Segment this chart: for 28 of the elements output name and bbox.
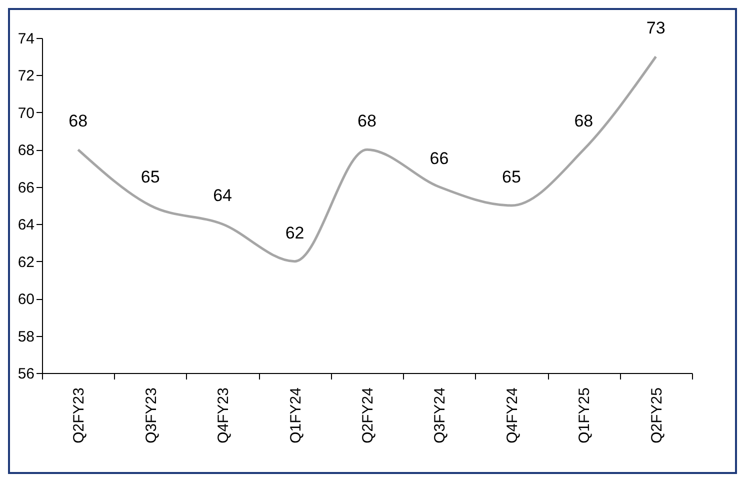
x-tick-label: Q2FY23: [70, 388, 88, 444]
x-tick-label: Q1FY24: [287, 388, 304, 444]
x-tick-label: Q4FY23: [215, 388, 232, 444]
x-tick-label: Q3FY24: [432, 388, 449, 444]
y-tick-label: 66: [18, 179, 34, 196]
y-tick-label: 56: [18, 366, 34, 382]
x-tick-label: Q2FY24: [360, 388, 376, 444]
data-label: 66: [430, 148, 449, 168]
data-label: 68: [358, 112, 376, 131]
data-label: 68: [574, 112, 594, 131]
y-tick-label: 62: [18, 254, 34, 271]
x-tick-label: Q4FY24: [504, 388, 521, 444]
y-tick-label: 72: [18, 68, 34, 85]
data-label: 73: [646, 18, 666, 38]
x-tick-label: Q1FY25: [576, 388, 594, 444]
data-label: 65: [502, 168, 521, 186]
data-label: 65: [140, 168, 160, 186]
data-label: 68: [68, 112, 88, 131]
y-tick-label: 58: [18, 328, 34, 346]
x-tick-label: Q2FY25: [648, 388, 666, 444]
y-tick-label: 68: [18, 142, 34, 160]
x-tick-label: Q3FY23: [142, 388, 160, 444]
y-tick-label: 60: [18, 291, 34, 308]
y-tick-label: 70: [18, 104, 34, 122]
y-tick-label: 74: [18, 30, 34, 48]
data-label: 62: [285, 223, 304, 242]
y-tick-label: 64: [18, 216, 34, 234]
data-label: 64: [213, 186, 232, 206]
